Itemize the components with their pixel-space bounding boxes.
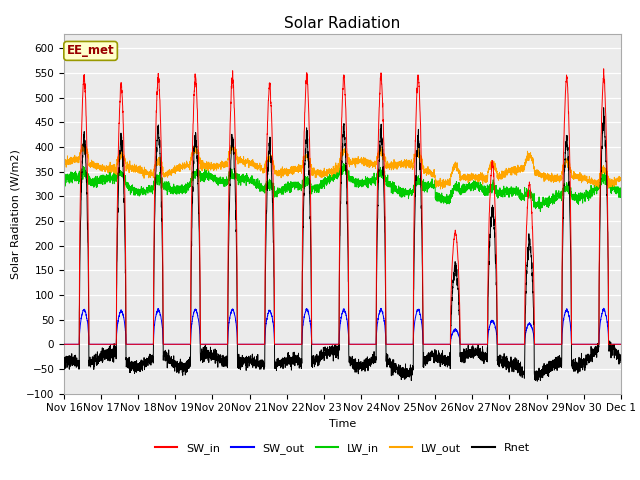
X-axis label: Time: Time bbox=[329, 419, 356, 429]
Y-axis label: Solar Radiation (W/m2): Solar Radiation (W/m2) bbox=[10, 149, 20, 278]
Title: Solar Radiation: Solar Radiation bbox=[284, 16, 401, 31]
Legend: SW_in, SW_out, LW_in, LW_out, Rnet: SW_in, SW_out, LW_in, LW_out, Rnet bbox=[151, 439, 534, 458]
Text: EE_met: EE_met bbox=[67, 44, 115, 58]
